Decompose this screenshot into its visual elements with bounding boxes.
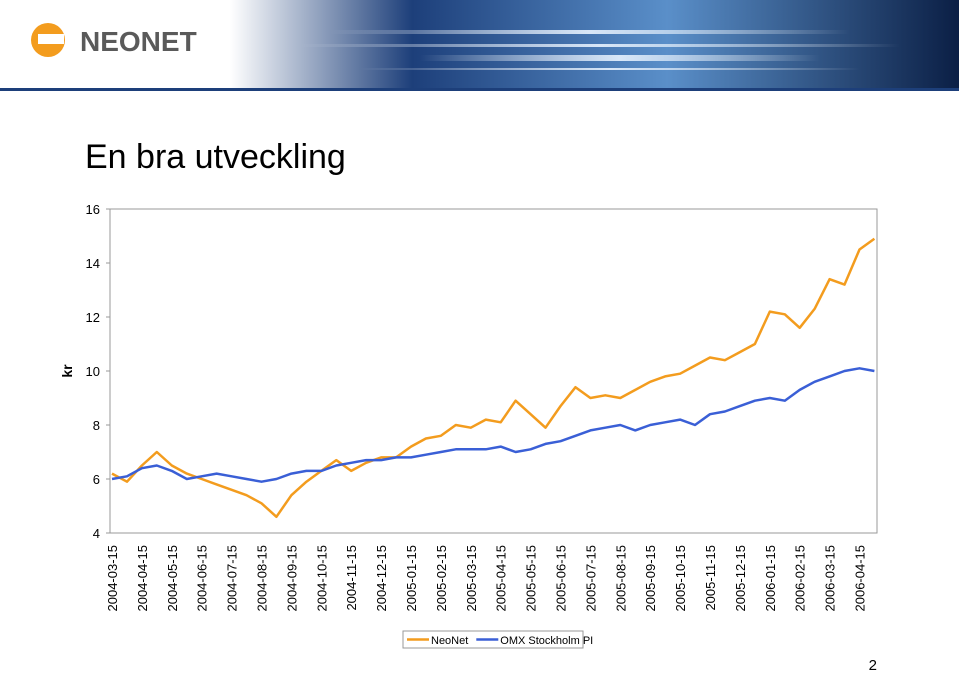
x-tick-label: 2005-10-15 — [673, 545, 688, 612]
banner: NEONET — [0, 0, 959, 91]
y-tick-label: 6 — [93, 472, 100, 487]
x-tick-label: 2005-07-15 — [583, 545, 598, 612]
y-axis-label: kr — [59, 364, 75, 378]
y-tick-label: 8 — [93, 418, 100, 433]
x-tick-label: 2004-07-15 — [225, 545, 240, 612]
y-tick-label: 4 — [93, 526, 100, 541]
x-tick-label: 2004-12-15 — [374, 545, 389, 612]
series-line — [111, 237, 876, 519]
x-tick-label: 2005-02-15 — [434, 545, 449, 612]
x-tick-label: 2005-05-15 — [524, 545, 539, 612]
x-tick-label: 2004-10-15 — [314, 545, 329, 612]
x-tick-label: 2005-04-15 — [494, 545, 509, 612]
x-tick-label: 2006-03-15 — [823, 545, 838, 612]
x-tick-label: 2005-11-15 — [703, 545, 718, 611]
x-tick-label: 2005-12-15 — [733, 545, 748, 612]
x-tick-label: 2005-03-15 — [464, 545, 479, 612]
x-tick-label: 2006-04-15 — [853, 545, 868, 612]
x-tick-label: 2005-09-15 — [643, 545, 658, 612]
x-tick-label: 2004-05-15 — [165, 545, 180, 612]
x-tick-label: 2005-01-15 — [404, 545, 419, 612]
x-tick-label: 2004-03-15 — [105, 545, 120, 612]
slide-title: En bra utveckling — [85, 138, 346, 176]
x-tick-label: 2006-02-15 — [793, 545, 808, 612]
y-tick-label: 10 — [86, 364, 100, 379]
x-tick-label: 2004-08-15 — [255, 545, 270, 612]
legend-label: OMX Stockholm PI — [500, 635, 593, 647]
y-tick-label: 14 — [86, 256, 100, 271]
x-tick-label: 2005-08-15 — [613, 545, 628, 612]
x-tick-label: 2004-09-15 — [284, 545, 299, 612]
y-tick-label: 16 — [86, 202, 100, 217]
y-tick-label: 12 — [86, 310, 100, 325]
x-tick-label: 2005-06-15 — [554, 545, 569, 612]
series-line — [111, 367, 875, 483]
legend-label: NeoNet — [431, 635, 468, 647]
logo: NEONET — [80, 26, 197, 57]
page-number: 2 — [869, 657, 877, 674]
x-tick-label: 2004-04-15 — [135, 545, 150, 612]
x-tick-label: 2006-01-15 — [763, 545, 778, 612]
plot-area — [109, 208, 878, 534]
x-tick-label: 2004-11-15 — [344, 545, 359, 611]
x-tick-label: 2004-06-15 — [195, 545, 210, 612]
